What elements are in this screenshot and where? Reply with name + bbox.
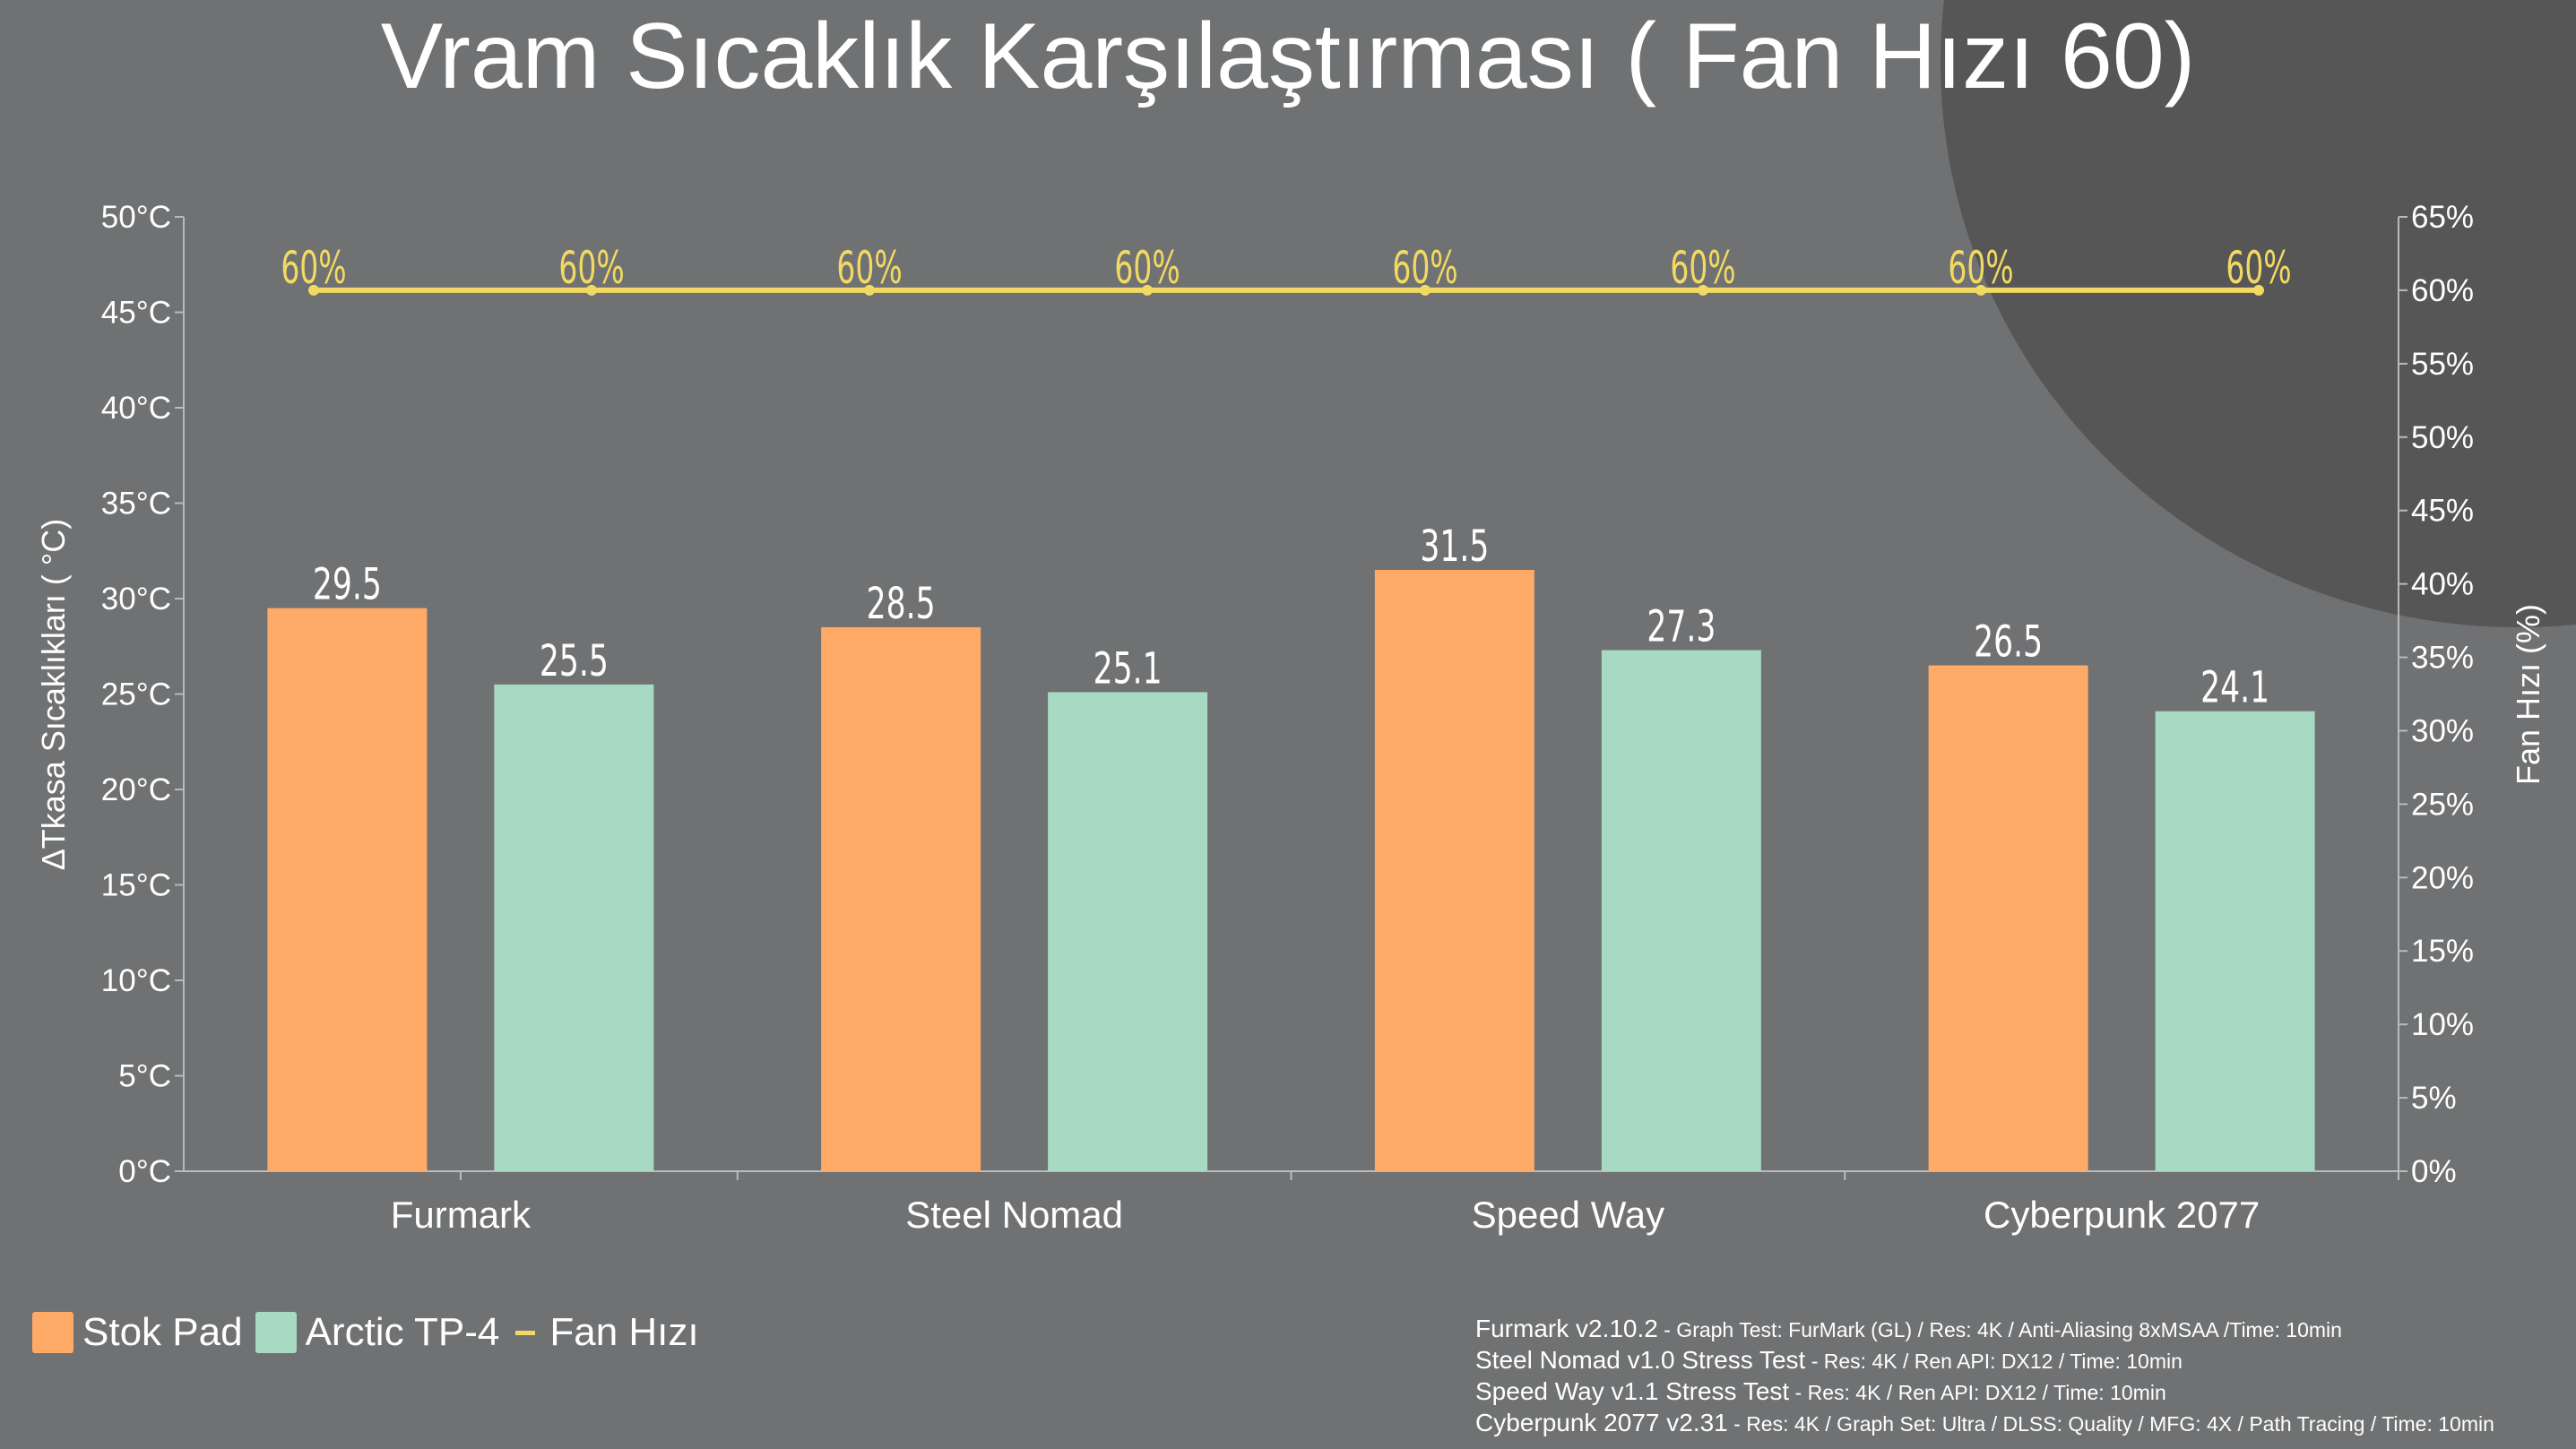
legend-item-stok-pad: Stok Pad (32, 1310, 243, 1355)
bar-value-label: 25.5 (540, 635, 609, 686)
bar-stok-pad (1374, 570, 1534, 1171)
right-tick-label: 45% (2411, 494, 2474, 529)
bar-value-label: 26.5 (1974, 617, 2043, 667)
bar-value-label: 27.3 (1647, 601, 1716, 651)
left-tick-label: 35°C (101, 487, 171, 522)
bar-stok-pad (821, 626, 981, 1171)
bar-value-label: 29.5 (313, 559, 382, 609)
fan-speed-point (308, 284, 319, 296)
legend-swatch-stok-pad (32, 1312, 73, 1353)
legend: Stok Pad Arctic TP-4 Fan Hızı (32, 1310, 712, 1355)
right-tick-label: 50% (2411, 420, 2474, 455)
right-tick-label: 65% (2411, 200, 2474, 235)
category-label: Steel Nomad (905, 1194, 1123, 1236)
bar-stok-pad (267, 608, 428, 1171)
legend-item-fan-speed: Fan Hızı (512, 1310, 699, 1355)
left-tick-label: 30°C (101, 582, 171, 617)
right-tick-label: 25% (2411, 787, 2474, 822)
left-tick-label: 45°C (101, 296, 171, 331)
legend-swatch-fan-speed (515, 1330, 536, 1335)
test-note-speed-way: Speed Way v1.1 Stress Test - Res: 4K / R… (1475, 1377, 2166, 1405)
bar-stok-pad (1928, 665, 2088, 1171)
fan-speed-label: 60% (1114, 242, 1180, 294)
legend-label-arctic-tp4: Arctic TP-4 (305, 1310, 500, 1354)
category-label: Cyberpunk 2077 (1984, 1194, 2260, 1236)
fan-speed-label: 60% (836, 242, 902, 294)
fan-speed-point (1975, 284, 1986, 296)
fan-speed-line: 60% 60% 60% 60% 60% 60% 60% 60% (281, 242, 2292, 296)
bar-value-label: 31.5 (1420, 521, 1489, 571)
fan-speed-point (1142, 284, 1153, 296)
right-tick-label: 60% (2411, 273, 2474, 308)
left-axis-label: ΔTkasa Sıcaklıkları ( °C) (35, 519, 72, 871)
right-axis-label: Fan Hızı (%) (2510, 604, 2546, 785)
category-labels: Furmark Steel Nomad Speed Way Cyberpunk 207… (391, 1171, 2399, 1236)
fan-speed-point (864, 284, 875, 296)
right-tick-label: 35% (2411, 641, 2474, 676)
left-tick-label: 50°C (101, 200, 171, 235)
legend-swatch-arctic-tp4 (255, 1312, 297, 1353)
bar-value-label: 28.5 (867, 578, 936, 628)
legend-label-stok-pad: Stok Pad (82, 1310, 243, 1354)
left-tick-label: 0°C (118, 1154, 171, 1189)
fan-speed-label: 60% (558, 242, 624, 294)
chart-title: Vram Sıcaklık Karşılaştırması ( Fan Hızı… (380, 4, 2196, 108)
fan-speed-label: 60% (2226, 242, 2291, 294)
fan-speed-label: 60% (1948, 242, 2013, 294)
left-tick-label: 25°C (101, 677, 171, 712)
right-tick-label: 30% (2411, 713, 2474, 748)
legend-label-fan-speed: Fan Hızı (549, 1310, 699, 1354)
right-tick-label: 55% (2411, 347, 2474, 382)
category-label: Speed Way (1472, 1194, 1665, 1236)
left-tick-label: 10°C (101, 963, 171, 998)
fan-speed-label: 60% (1392, 242, 1457, 294)
test-note-furmark: Furmark v2.10.2 - Graph Test: FurMark (G… (1475, 1315, 2342, 1342)
right-tick-label: 0% (2411, 1154, 2457, 1189)
bar-arctic-tp4 (2155, 711, 2315, 1171)
right-axis-ticks: 0% 5% 10% 15% 20% 25% 30% 35% 40% 45% 50% 55% 60% 65% (2399, 200, 2474, 1189)
fan-speed-point (1698, 284, 1708, 296)
fan-speed-point (1420, 284, 1431, 296)
left-tick-label: 15°C (101, 868, 171, 903)
category-label: Furmark (391, 1194, 532, 1236)
test-note-steel-nomad: Steel Nomad v1.0 Stress Test - Res: 4K /… (1475, 1346, 2183, 1374)
right-tick-label: 40% (2411, 567, 2474, 602)
right-tick-label: 5% (2411, 1081, 2457, 1116)
right-tick-label: 10% (2411, 1007, 2474, 1042)
bars (267, 570, 2315, 1171)
fan-speed-point (2253, 284, 2264, 296)
right-tick-label: 20% (2411, 860, 2474, 895)
left-tick-label: 40°C (101, 391, 171, 426)
bar-value-label: 24.1 (2200, 662, 2269, 712)
fan-speed-point (586, 284, 597, 296)
bar-arctic-tp4 (1601, 650, 1761, 1171)
right-tick-label: 15% (2411, 934, 2474, 969)
test-notes: Furmark v2.10.2 - Graph Test: FurMark (G… (1475, 1314, 2494, 1439)
bar-value-label: 25.1 (1094, 643, 1163, 694)
test-note-cyberpunk: Cyberpunk 2077 v2.31 - Res: 4K / Graph S… (1475, 1409, 2494, 1436)
left-tick-label: 5°C (118, 1059, 171, 1094)
bar-arctic-tp4 (1048, 692, 1208, 1171)
left-tick-label: 20°C (101, 772, 171, 807)
bar-arctic-tp4 (494, 684, 654, 1171)
fan-speed-label: 60% (1670, 242, 1735, 294)
left-axis-ticks: 0°C 5°C 10°C 15°C 20°C 25°C 30°C 35°C 40°C 45°C 50… (101, 200, 184, 1189)
legend-item-arctic-tp4: Arctic TP-4 (255, 1310, 500, 1355)
fan-speed-label: 60% (281, 242, 346, 294)
bar-value-labels: 29.5 25.5 28.5 25.1 31.5 27.3 26.5 24.1 (313, 521, 2269, 712)
